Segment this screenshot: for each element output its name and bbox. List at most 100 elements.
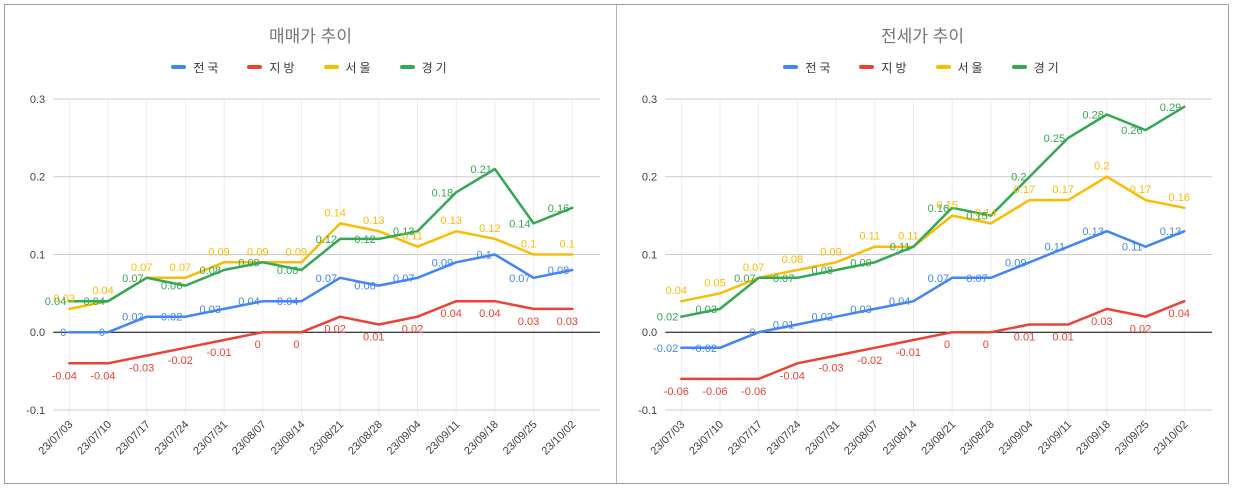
legend-item-provinces[interactable]: 지방	[859, 59, 909, 76]
legend-label: 서울	[345, 60, 374, 75]
series-line-gyeonggi	[680, 105, 1186, 318]
data-point-label: 0.09	[208, 246, 230, 258]
legend-label: 경기	[1033, 60, 1062, 75]
data-point-label: -0.04	[52, 370, 77, 382]
data-point-label: 0.25	[1044, 133, 1066, 145]
series-line-seoul	[68, 222, 574, 311]
data-point-label: 0.03	[557, 316, 579, 328]
data-point-label: 0.09	[238, 257, 260, 269]
data-point-label: 0.04	[889, 296, 911, 308]
data-point-label: 0.12	[479, 223, 501, 235]
data-point-label: 0.08	[200, 265, 222, 277]
data-point-label: 0.07	[966, 273, 988, 285]
data-point-label: 0.2	[1011, 172, 1026, 184]
x-axis-labels: 23/07/03 23/07/10 23/07/17 23/07/24 23/07/31…	[649, 419, 1191, 458]
legend-item-nationwide[interactable]: 전국	[171, 59, 221, 76]
data-point-label: 0.02	[122, 312, 144, 324]
data-point-label: 0.16	[928, 203, 950, 215]
x-axis-tick-label: 23/08/07	[842, 419, 881, 458]
data-point-label: 0.09	[820, 246, 842, 258]
legend-line-marker	[399, 65, 415, 69]
x-axis-tick-label: 23/07/03	[37, 419, 76, 458]
data-point-label: 0.1	[560, 239, 575, 251]
x-axis-tick-label: 23/08/21	[919, 419, 958, 458]
x-axis-tick-label: 23/08/14	[881, 419, 920, 458]
x-axis-tick-label: 23/09/04	[997, 419, 1036, 458]
data-point-label: 0.26	[1121, 125, 1143, 137]
data-point-label: 0.04	[666, 285, 688, 297]
data-point-label: 0.15	[936, 200, 958, 212]
charts-frame: 매매가 추이 전국 지방 서울 경기 0.3 0.2 0.1 0.0 -0.1 23/07/03…	[4, 4, 1229, 484]
data-point-label: 0.03	[695, 304, 717, 316]
legend-item-gyeonggi[interactable]: 경기	[1011, 59, 1062, 76]
data-point-label: 0.04	[83, 296, 105, 308]
data-point-label: 0.07	[509, 273, 531, 285]
y-axis-tick-label: 0.3	[30, 94, 45, 106]
data-point-label: 0.07	[170, 262, 192, 274]
x-axis-tick-label: 23/09/11	[424, 419, 462, 457]
series-labels-seoul: 0.040.050.070.080.090.11 0.110.150.140.17…	[666, 161, 1190, 297]
x-axis-tick-label: 23/09/18	[1074, 419, 1113, 458]
x-axis-tick-label: 23/08/28	[958, 419, 997, 458]
data-point-label: 0.04	[238, 296, 260, 308]
series-line-gyeonggi	[68, 167, 574, 303]
data-point-label: 0.09	[432, 257, 454, 269]
x-axis-tick-label: 23/10/02	[1152, 419, 1191, 458]
x-axis-tick-label: 23/09/25	[501, 419, 540, 458]
data-point-label: 0.1	[477, 250, 492, 262]
x-axis-tick-label: 23/07/17	[726, 419, 765, 458]
legend-item-seoul[interactable]: 서울	[323, 59, 374, 76]
data-point-label: 0.03	[54, 293, 76, 305]
data-point-label: 0.09	[1005, 257, 1027, 269]
data-point-label: 0.07	[734, 273, 756, 285]
x-axis-tick-label: 23/09/18	[462, 419, 501, 458]
data-point-label: 0.01	[1052, 331, 1074, 343]
data-point-label: 0.11	[890, 242, 911, 254]
data-point-label: 0.13	[1160, 226, 1182, 238]
data-point-label: 0.07	[316, 273, 338, 285]
data-point-label: 0.16	[1169, 192, 1191, 204]
data-point-label: 0.09	[247, 246, 269, 258]
series-labels-gyeonggi: 0.020.030.07 0.070.080.090.110.160.150.20…	[657, 102, 1181, 324]
data-point-label: 0.12	[316, 234, 338, 246]
data-point-label: 0.09	[850, 257, 872, 269]
data-point-label: 0.17	[1130, 184, 1152, 196]
legend-line-marker	[247, 65, 263, 69]
series-labels-seoul: 0.030.040.07 0.070.09 0.09 0.090.140.130.11…	[54, 207, 575, 304]
x-axis-tick-label: 23/07/10	[687, 419, 726, 458]
x-axis-tick-label: 23/07/17	[114, 419, 153, 458]
data-point-label: 0.07	[122, 273, 144, 285]
data-point-label: 0.11	[402, 231, 423, 243]
y-axis-tick-label: 0.1	[30, 250, 45, 262]
data-point-label: 0.13	[393, 226, 415, 238]
series-labels-nationwide: 0 00.02 0.020.030.04 0.040.070.060.070.090.…	[60, 250, 569, 340]
x-axis-tick-label: 23/08/21	[307, 419, 346, 458]
legend-item-seoul[interactable]: 서울	[935, 59, 986, 76]
legend-item-provinces[interactable]: 지방	[247, 59, 297, 76]
series-line-provinces	[68, 299, 574, 365]
legend-item-nationwide[interactable]: 전국	[783, 59, 833, 76]
data-point-label: 0.18	[432, 187, 454, 199]
x-axis-tick-label: 23/09/11	[1036, 419, 1074, 457]
data-point-label: -0.01	[206, 347, 231, 359]
data-point-label: 0.03	[200, 304, 222, 316]
data-point-label: 0.08	[548, 265, 570, 277]
x-axis-tick-label: 23/10/02	[540, 419, 579, 458]
series-labels-gyeonggi: 0.04 0.04 0.07 0.06 0.08 0.09 0.08 0.12 0.12 0.13…	[45, 164, 569, 308]
data-point-label: -0.02	[653, 343, 678, 355]
data-point-label: -0.03	[818, 363, 843, 375]
x-axis-tick-label: 23/08/28	[346, 419, 385, 458]
data-point-label: 0	[60, 327, 66, 339]
legend-item-gyeonggi[interactable]: 경기	[399, 59, 450, 76]
data-point-label: 0.06	[354, 281, 376, 293]
data-point-label: 0.14	[975, 207, 997, 219]
data-point-label: 0.14	[509, 218, 531, 230]
data-point-label: -0.02	[692, 343, 717, 355]
data-point-label: 0.03	[1091, 316, 1113, 328]
data-point-label: 0.02	[812, 312, 834, 324]
legend-label: 서울	[957, 60, 986, 75]
data-point-label: 0.06	[161, 281, 183, 293]
data-point-label: 0.01	[773, 319, 795, 331]
series-labels-provinces: -0.04 -0.04 -0.03 -0.02 -0.01 0 0 0.02 0.01 0.02 0…	[52, 308, 578, 382]
x-axis-tick-label: 23/07/31	[191, 419, 230, 458]
